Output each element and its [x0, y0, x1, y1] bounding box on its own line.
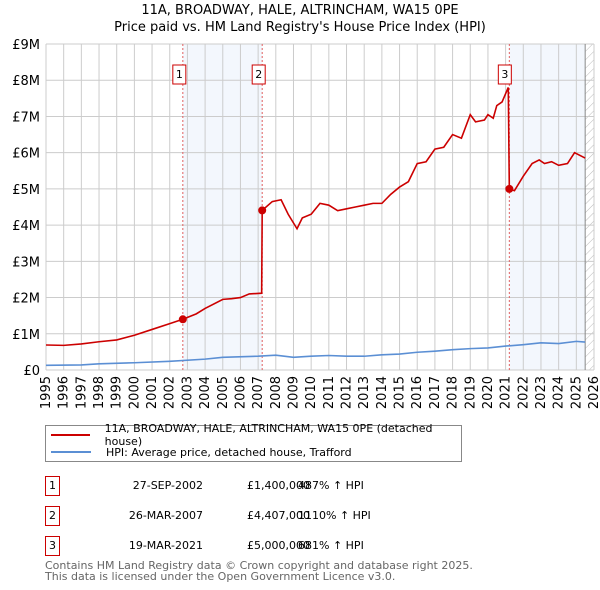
y-tick-label: £8M	[12, 74, 40, 89]
legend: 11A, BROADWAY, HALE, ALTRINCHAM, WA15 0P…	[45, 422, 462, 462]
x-tick-label: 1996	[57, 376, 72, 409]
sale-date: 27-SEP-2002	[132, 479, 203, 492]
sale-price: £5,000,000	[247, 539, 310, 552]
y-tick-label: £2M	[12, 292, 40, 307]
sale-date: 19-MAR-2021	[128, 539, 203, 552]
sale-marker-badge: 3	[45, 536, 60, 556]
y-tick-label: £6M	[12, 147, 40, 162]
x-tick-label: 2007	[251, 376, 266, 409]
x-tick-label: 1995	[39, 376, 54, 409]
x-tick-label: 2018	[446, 376, 461, 409]
x-tick-label: 2003	[180, 376, 195, 409]
sale-point	[505, 184, 514, 193]
hpi-line	[45, 340, 586, 367]
property-price-line	[45, 87, 586, 347]
x-tick-label: 1997	[74, 376, 89, 409]
x-tick-label: 2024	[552, 376, 567, 409]
y-tick-label: £1M	[12, 328, 40, 343]
y-tick-label: £4M	[12, 219, 40, 234]
sale-label-box	[172, 64, 187, 85]
sale-marker-badge: 1	[45, 476, 60, 496]
x-tick-label: 2016	[410, 376, 425, 409]
x-tick-label: 2026	[587, 376, 600, 409]
x-tick-label: 2009	[286, 376, 301, 409]
x-tick-label: 2005	[216, 376, 231, 409]
sale-date: 26-MAR-2007	[128, 509, 203, 522]
footer: Contains HM Land Registry data © Crown c…	[45, 560, 473, 582]
sale-point	[178, 315, 187, 324]
sale-marker-badge: 2	[45, 506, 60, 526]
x-tick-label: 1999	[110, 376, 125, 409]
sale-label-box	[497, 64, 512, 85]
sale-label: 3	[501, 68, 508, 81]
x-tick-label: 2008	[269, 376, 284, 409]
sale-price: £1,400,000	[247, 479, 310, 492]
x-tick-label: 2017	[428, 376, 443, 409]
x-tick-label: 2022	[516, 376, 531, 409]
x-tick-label: 2001	[145, 376, 160, 409]
sale-row: 3 19-MAR-2021 £5,000,000 681% ↑ HPI	[45, 536, 445, 556]
sale-hpi: 1110% ↑ HPI	[298, 509, 371, 522]
forecast-hatch	[585, 44, 594, 370]
sale-row: 2 26-MAR-2007 £4,407,000 1110% ↑ HPI	[45, 506, 445, 526]
sale-price: £4,407,000	[247, 509, 310, 522]
sale-period-shading	[509, 44, 586, 370]
footer-line: This data is licensed under the Open Gov…	[45, 570, 396, 583]
sale-hpi: 681% ↑ HPI	[298, 539, 364, 552]
legend-swatch	[51, 434, 90, 436]
sale-row: 1 27-SEP-2002 £1,400,000 487% ↑ HPI	[45, 476, 445, 496]
x-tick-label: 2002	[163, 376, 178, 409]
plot-area: 1995 1996 1997 1998 1999 2000 2001 2002 2003 2004…	[12, 38, 600, 409]
sale-point	[258, 206, 267, 215]
y-tick-label: £9M	[12, 38, 40, 53]
x-tick-label: 2021	[499, 376, 514, 409]
x-tick-label: 2004	[198, 376, 213, 409]
x-tick-label: 2019	[463, 376, 478, 409]
x-tick-label: 2023	[534, 376, 549, 409]
legend-label: 11A, BROADWAY, HALE, ALTRINCHAM, WA15 0P…	[104, 422, 433, 448]
sale-label: 2	[255, 68, 262, 81]
x-tick-label: 2020	[481, 376, 496, 409]
legend-item-property: 11A, BROADWAY, HALE, ALTRINCHAM, WA15 0P…	[51, 422, 461, 448]
x-tick-label: 2006	[233, 376, 248, 409]
y-tick-label: £7M	[12, 110, 40, 125]
legend-swatch	[51, 451, 91, 453]
footer-line: Contains HM Land Registry data © Crown c…	[45, 559, 473, 572]
sale-hpi: 487% ↑ HPI	[298, 479, 364, 492]
chart-subtitle: Price paid vs. HM Land Registry's House …	[114, 20, 486, 35]
sale-label-box	[251, 64, 266, 85]
y-tick-label: £3M	[12, 255, 40, 270]
x-tick-label: 2000	[127, 376, 142, 409]
x-tick-label: 2014	[375, 376, 390, 409]
chart-title: 11A, BROADWAY, HALE, ALTRINCHAM, WA15 0P…	[141, 3, 459, 18]
x-tick-label: 2025	[569, 376, 584, 409]
x-tick-label: 2010	[304, 376, 319, 409]
x-tick-label: 2012	[340, 376, 355, 409]
legend-label: HPI: Average price, detached house, Traf…	[106, 445, 352, 459]
x-tick-label: 2015	[393, 376, 408, 409]
sale-label: 1	[176, 68, 183, 81]
legend-item-hpi: HPI: Average price, detached house, Traf…	[51, 444, 352, 460]
y-tick-label: £5M	[12, 183, 40, 198]
y-tick-label: £0	[23, 364, 40, 379]
x-tick-label: 2013	[357, 376, 372, 409]
x-tick-label: 1998	[92, 376, 107, 409]
x-tick-label: 2011	[322, 376, 337, 409]
